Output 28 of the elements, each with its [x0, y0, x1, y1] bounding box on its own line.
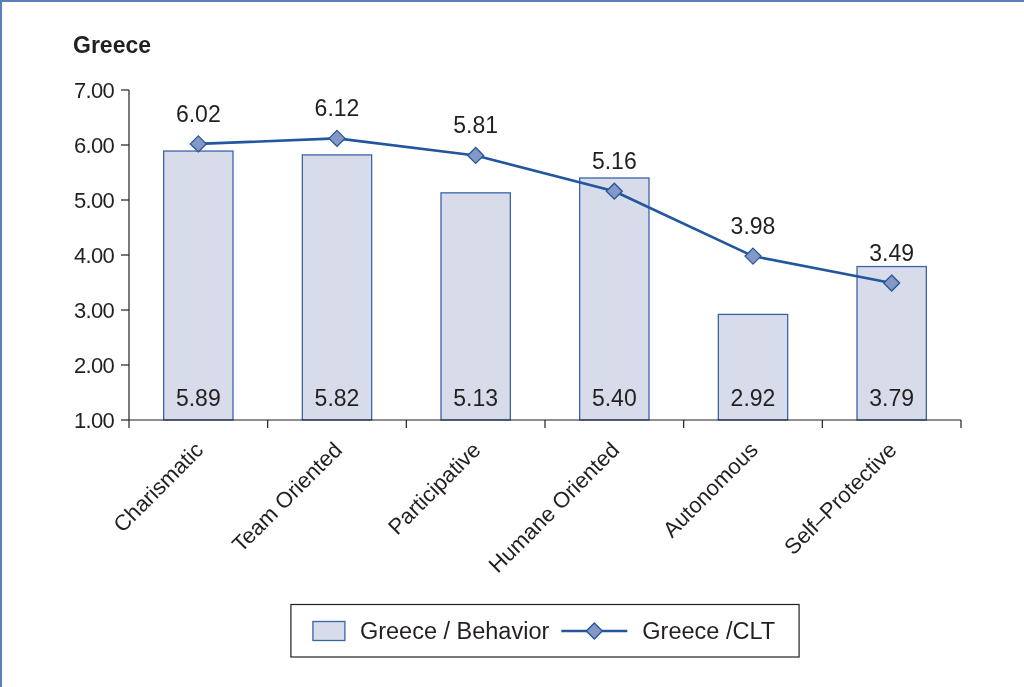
- data-label: 5.81: [453, 112, 499, 139]
- data-label: 5.89: [175, 385, 221, 411]
- y-tick-label: 7.00: [73, 77, 115, 103]
- y-tick-label: 4.00: [73, 242, 115, 268]
- y-tick-label: 2.00: [73, 352, 115, 378]
- y-tick-label: 3.00: [73, 297, 115, 323]
- data-label: 5.16: [591, 148, 637, 175]
- data-label: 6.12: [314, 95, 360, 122]
- data-label: 3.79: [869, 385, 915, 411]
- point: [189, 135, 207, 153]
- point: [605, 182, 623, 200]
- legend-label: Greece / Behavior: [359, 618, 550, 644]
- data-label: 3.98: [730, 213, 776, 240]
- data-label: 5.40: [591, 385, 637, 411]
- point: [328, 129, 346, 148]
- data-label: 2.92: [730, 385, 776, 411]
- point: [744, 247, 762, 265]
- y-tick-label: 5.00: [73, 187, 115, 213]
- point: [467, 146, 485, 165]
- point: [883, 274, 901, 292]
- legend-label: Greece /CLT: [642, 618, 776, 644]
- y-tick-label: 1.00: [73, 407, 115, 433]
- data-label: 6.02: [175, 100, 221, 127]
- data-label: 5.13: [453, 385, 499, 411]
- chart-title: Greece: [73, 32, 152, 58]
- data-label: 3.49: [869, 240, 915, 267]
- data-label: 5.82: [314, 385, 360, 411]
- y-tick-label: 6.00: [73, 132, 115, 158]
